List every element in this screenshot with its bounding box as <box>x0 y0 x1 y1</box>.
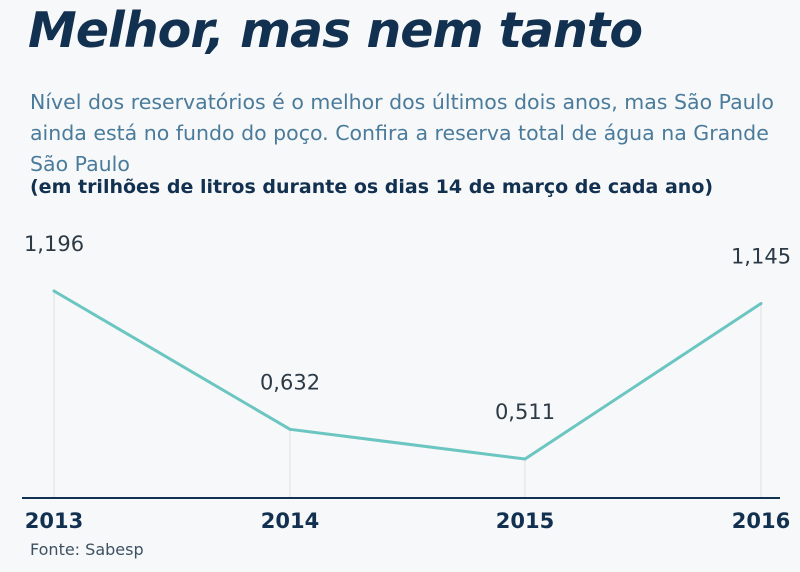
x-tick-labels: 2013 2014 2015 2016 <box>25 509 790 533</box>
data-point-2015 <box>523 457 527 461</box>
gridlines <box>53 291 762 498</box>
data-label-2013: 1,196 <box>24 232 84 256</box>
data-label-2014: 0,632 <box>260 370 320 394</box>
data-label-2016: 1,145 <box>731 245 791 269</box>
unit-note: (em trilhões de litros durante os dias 1… <box>30 176 714 198</box>
series-line <box>53 289 762 461</box>
chart-subtitle: Nível dos reservatórios é o melhor dos ú… <box>30 90 774 176</box>
x-tick-2016: 2016 <box>732 509 790 533</box>
x-tick-2013: 2013 <box>25 509 83 533</box>
data-point-2014 <box>288 427 292 431</box>
x-tick-2014: 2014 <box>261 509 319 533</box>
x-tick-2015: 2015 <box>496 509 554 533</box>
data-point-2016 <box>759 302 763 306</box>
data-point-2013 <box>52 289 56 293</box>
chart-title: Melhor, mas nem tanto <box>28 2 643 59</box>
source-note: Fonte: Sabesp <box>30 540 144 559</box>
data-labels: 1,196 0,632 0,511 1,145 <box>24 232 791 424</box>
data-label-2015: 0,511 <box>495 400 555 424</box>
data-points <box>52 289 763 461</box>
